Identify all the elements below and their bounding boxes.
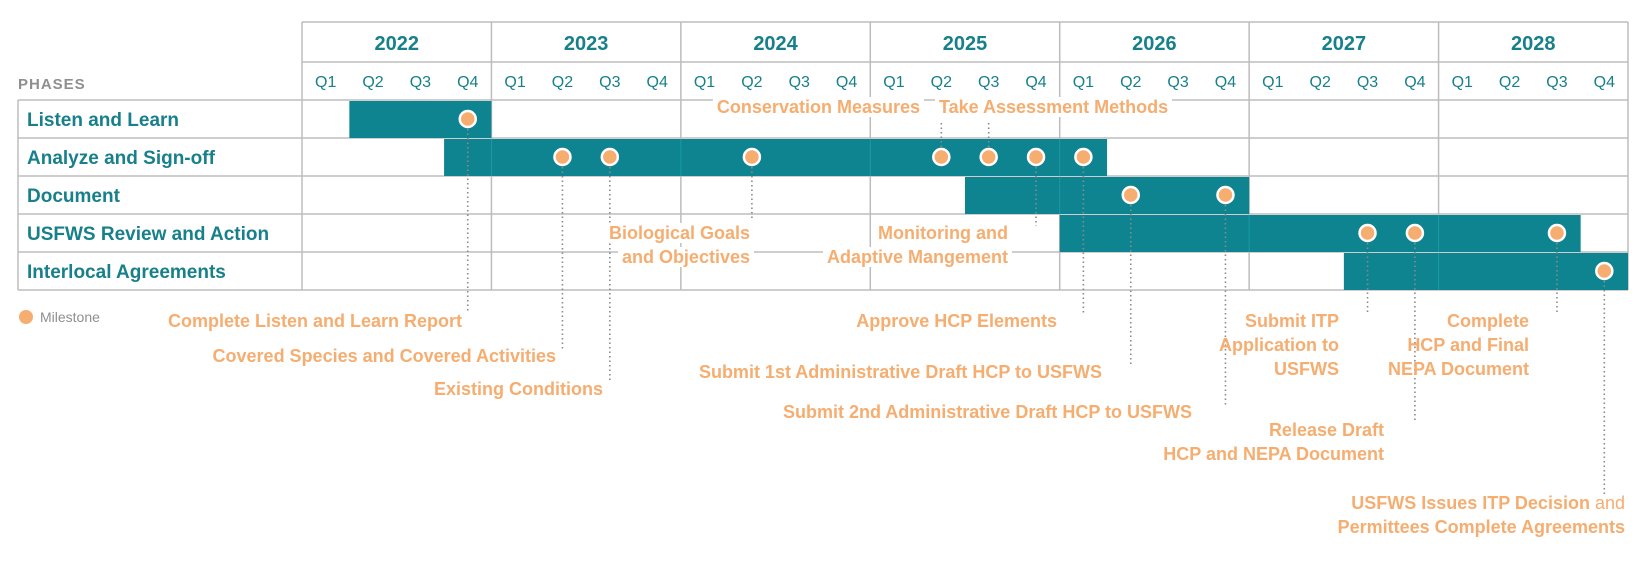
milestone-marker-2028-q3 xyxy=(1547,223,1567,243)
quarter-label: Q1 xyxy=(315,74,336,91)
milestone-label-release-draft: Release Draft xyxy=(1269,420,1384,440)
label-backing xyxy=(935,97,1173,117)
quarter-label: Q4 xyxy=(1594,74,1615,91)
bar-usfws-review-and-action xyxy=(1059,215,1581,252)
quarter-label: Q3 xyxy=(1357,74,1378,91)
quarter-label: Q3 xyxy=(1546,74,1567,91)
milestone-label-usfws-issues-itp-decision-and: USFWS Issues ITP Decision and xyxy=(1351,493,1625,513)
quarter-label: Q4 xyxy=(647,74,668,91)
quarter-label: Q4 xyxy=(457,74,478,91)
year-label: 2022 xyxy=(374,33,419,55)
milestone-marker-2022-q4 xyxy=(458,109,477,129)
year-label: 2024 xyxy=(753,33,798,55)
quarter-label: Q2 xyxy=(931,74,952,91)
phase-label-document: Document xyxy=(27,186,121,207)
milestone-label-complete: Complete xyxy=(1447,311,1529,331)
quarter-label: Q3 xyxy=(789,74,810,91)
milestone-marker-2024-q2 xyxy=(742,147,762,167)
milestone-label-hcp-and-nepa-document: HCP and NEPA Document xyxy=(1163,444,1384,464)
milestone-connectors xyxy=(466,121,1606,496)
milestone-label-take-assessment-methods: Take Assessment Methods xyxy=(939,97,1168,117)
phase-label-usfws-review-and-action: USFWS Review and Action xyxy=(27,224,269,245)
quarter-label: Q1 xyxy=(1262,74,1283,91)
label-backing xyxy=(874,223,1012,243)
milestone-label-approve-hcp-elements: Approve HCP Elements xyxy=(856,311,1057,331)
milestone-label-usfws: USFWS xyxy=(1274,359,1339,379)
quarter-label: Q1 xyxy=(883,74,904,91)
milestone-label-complete-listen-and-learn-report: Complete Listen and Learn Report xyxy=(168,311,462,331)
milestone-marker-2026-q2 xyxy=(1121,185,1140,205)
milestone-marker-2026-q4 xyxy=(1216,185,1235,205)
milestone-marker-2026-q1 xyxy=(1074,147,1093,167)
year-label: 2025 xyxy=(943,33,988,55)
year-label: 2023 xyxy=(564,33,609,55)
bar-interlocal-agreements xyxy=(1343,253,1628,290)
milestone-label-submit-1st-administrative-draft-hcp-to-usfws: Submit 1st Administrative Draft HCP to U… xyxy=(699,362,1102,382)
labels: 2022 Q1 Q2 Q3 Q4 2023 Q1 Q2 Q3 Q4 2024 Q1 Q2 Q3 Q4 2025… xyxy=(18,33,1625,537)
quarter-label: Q1 xyxy=(1452,74,1473,91)
label-backing xyxy=(604,223,754,243)
milestone-marker-2025-q2 xyxy=(932,147,951,167)
quarter-label: Q3 xyxy=(599,74,620,91)
milestone-marker-2027-q4 xyxy=(1405,223,1425,243)
quarter-label: Q2 xyxy=(1120,74,1141,91)
milestone-label-conservation-measures: Conservation Measures xyxy=(717,97,920,117)
milestone-label-application-to: Application to xyxy=(1219,335,1339,355)
quarter-label: Q2 xyxy=(741,74,762,91)
milestone-marker-2025-q3 xyxy=(979,147,998,167)
bar-document xyxy=(965,177,1250,214)
phase-label-analyze-and-sign-off: Analyze and Sign-off xyxy=(27,148,216,169)
milestone-marker-2023-q2 xyxy=(553,147,572,167)
milestone-label-existing-conditions: Existing Conditions xyxy=(434,379,603,399)
milestone-label-monitoring-and: Monitoring and xyxy=(878,223,1008,243)
quarter-label: Q2 xyxy=(1310,74,1331,91)
milestone-label-hcp-and-final: HCP and Final xyxy=(1407,335,1529,355)
quarter-label: Q2 xyxy=(1499,74,1520,91)
milestone-marker-2028-q4 xyxy=(1595,261,1614,281)
label-backing xyxy=(712,97,924,117)
phase-bars xyxy=(349,101,1628,290)
phases-header: PHASES xyxy=(18,76,86,93)
quarter-label: Q4 xyxy=(1404,74,1425,91)
year-label: 2026 xyxy=(1132,33,1177,55)
quarter-label: Q1 xyxy=(1073,74,1094,91)
year-label: 2028 xyxy=(1511,33,1556,55)
phase-label-interlocal-agreements: Interlocal Agreements xyxy=(27,262,226,283)
milestone-label-submit-itp: Submit ITP xyxy=(1245,311,1339,331)
quarter-label: Q1 xyxy=(504,74,525,91)
quarter-label: Q4 xyxy=(1215,74,1236,91)
quarter-label: Q3 xyxy=(978,74,999,91)
milestone-markers xyxy=(458,109,1614,281)
milestone-label-covered-species-and-covered-activities: Covered Species and Covered Activities xyxy=(213,346,556,366)
milestone-marker-2023-q3 xyxy=(600,147,620,167)
legend-milestone-label: Milestone xyxy=(40,309,100,325)
milestone-label-nepa-document: NEPA Document xyxy=(1388,359,1529,379)
quarter-label: Q2 xyxy=(552,74,573,91)
milestone-label-biological-goals: Biological Goals xyxy=(609,223,750,243)
phase-label-listen-and-learn: Listen and Learn xyxy=(27,110,179,131)
bar-analyze-and-sign-off xyxy=(444,139,1108,176)
legend-milestone-icon xyxy=(19,310,33,324)
year-label: 2027 xyxy=(1322,33,1367,55)
quarter-label: Q4 xyxy=(1025,74,1046,91)
quarter-label: Q3 xyxy=(410,74,431,91)
milestone-label-adaptive-mangement: Adaptive Mangement xyxy=(827,247,1008,267)
quarter-label: Q3 xyxy=(1167,74,1188,91)
label-backing xyxy=(822,247,1013,267)
quarter-label: Q2 xyxy=(362,74,383,91)
quarter-label: Q4 xyxy=(836,74,857,91)
milestone-label-permittees-complete-agreements: Permittees Complete Agreements xyxy=(1338,517,1625,537)
bar-gridlines xyxy=(490,139,1440,290)
milestone-label-submit-2nd-administrative-draft-hcp-to-usfws: Submit 2nd Administrative Draft HCP to U… xyxy=(783,402,1192,422)
milestone-marker-2027-q3 xyxy=(1358,223,1377,243)
label-backing xyxy=(617,247,754,267)
milestone-marker-2025-q4 xyxy=(1026,147,1046,167)
milestone-label-and-objectives: and Objectives xyxy=(622,247,750,267)
quarter-label: Q1 xyxy=(694,74,715,91)
